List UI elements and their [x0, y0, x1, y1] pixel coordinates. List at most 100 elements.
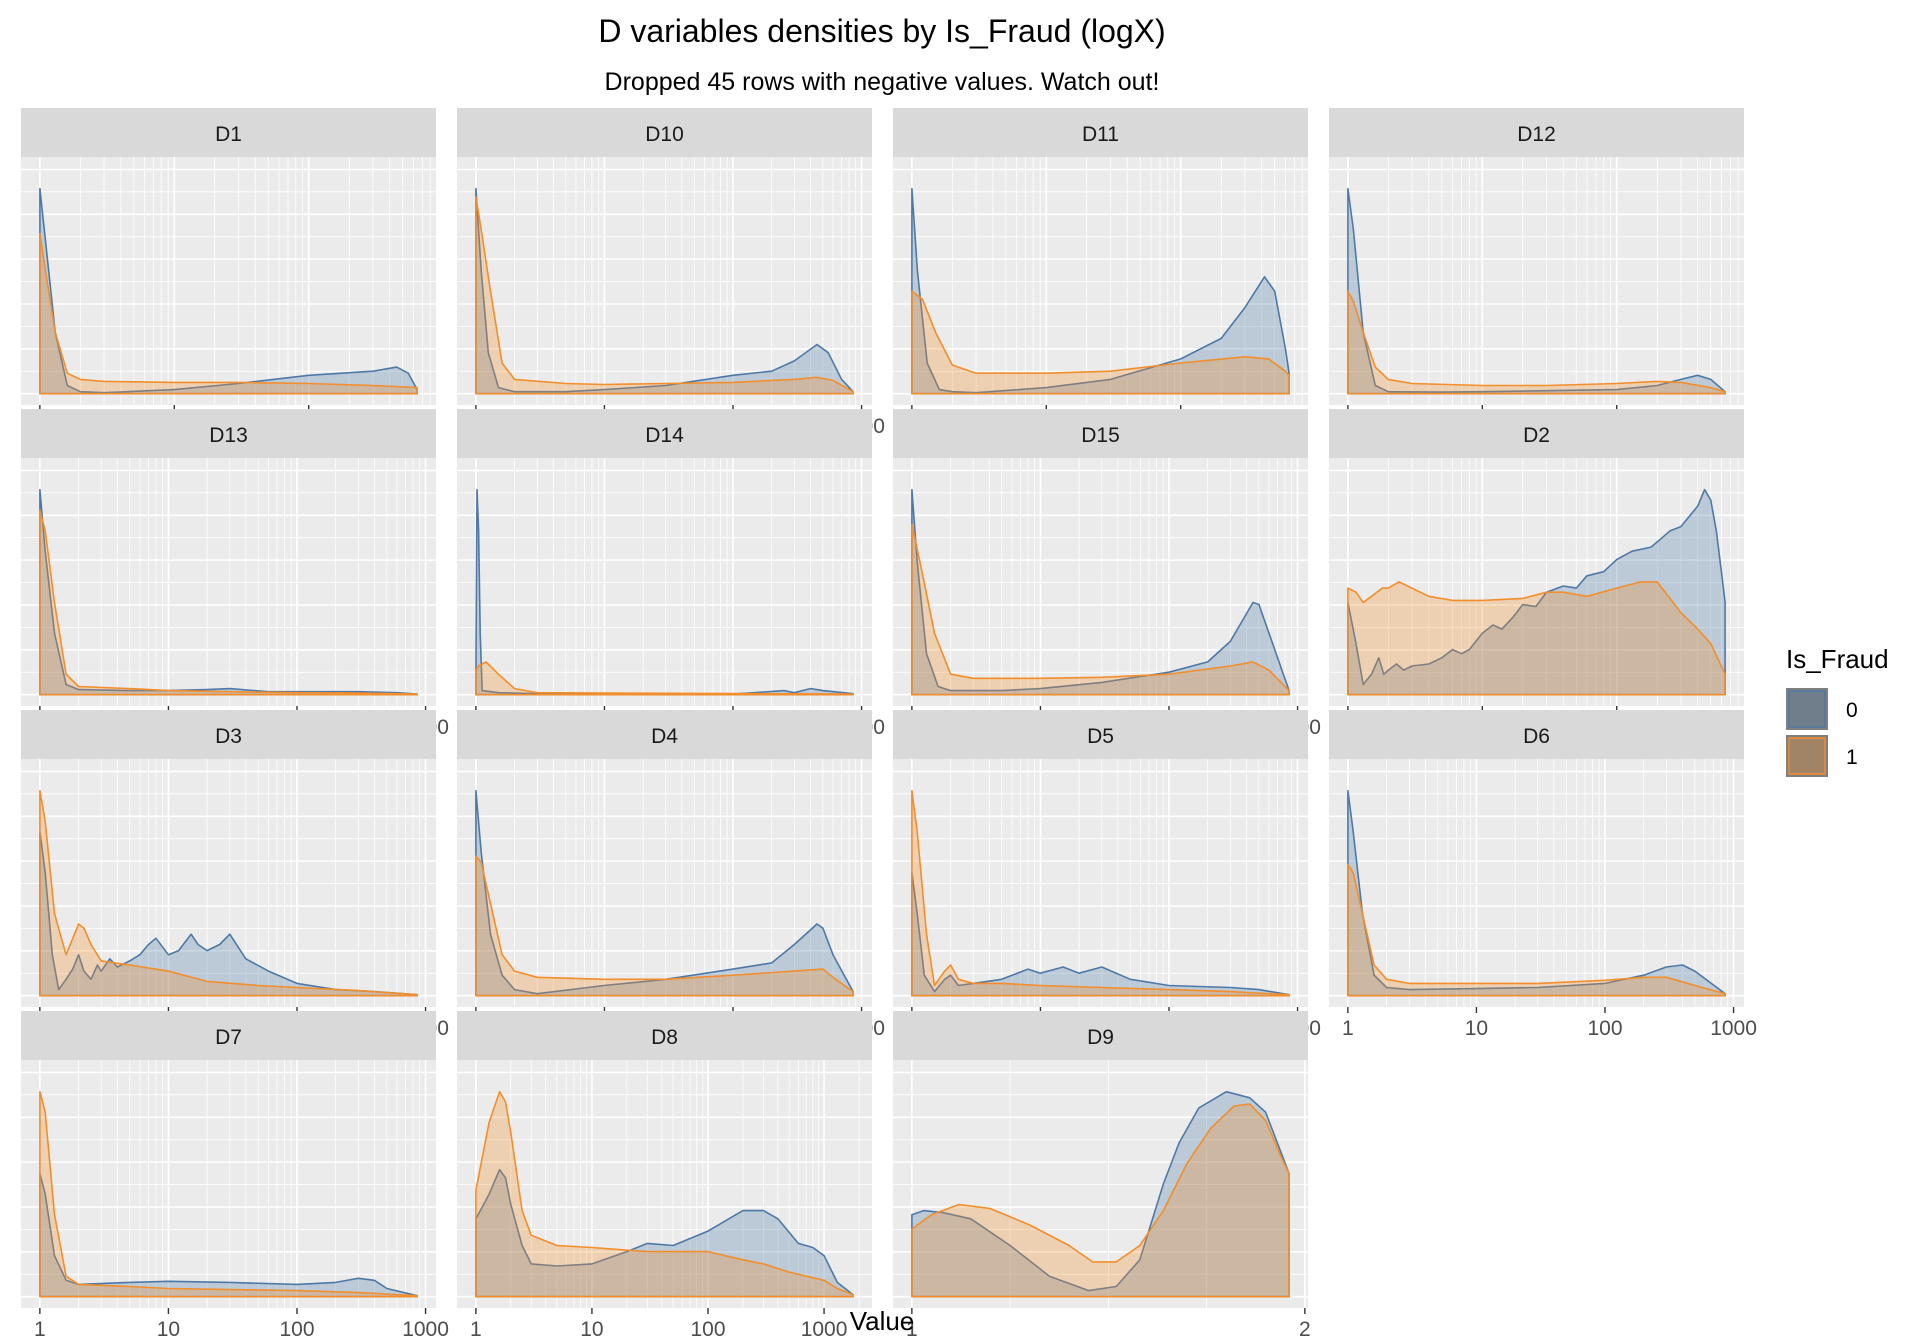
strip-label-d7: D7 — [215, 1026, 242, 1049]
strip-d1 — [21, 108, 436, 157]
panel-d15: D151101001000 — [893, 409, 1321, 739]
density-d4-fraud-1 — [475, 855, 854, 997]
strip-d14 — [457, 409, 872, 458]
panel-d5: D51101001000 — [893, 710, 1321, 1040]
x-tick-label-d8: 100 — [690, 1318, 725, 1341]
grid-d2 — [1329, 458, 1744, 706]
panel-d8: D8 1 10 100 1000 — [457, 1011, 872, 1341]
strip-d3 — [21, 710, 436, 759]
legend-title: Is_Fraud — [1786, 644, 1889, 674]
density-d3-fraud-1 — [39, 789, 418, 997]
panel-d2: D2110100 — [1329, 409, 1744, 739]
strip-d7 — [21, 1011, 436, 1060]
strip-label-d10: D10 — [645, 123, 684, 146]
legend-label-1: 1 — [1846, 746, 1858, 769]
strip-d4 — [457, 710, 872, 759]
density-d8-fraud-0 — [475, 1168, 854, 1298]
density-d3-fraud-0 — [39, 830, 418, 997]
strip-d6 — [1329, 710, 1744, 759]
plot-bg-d1 — [21, 157, 436, 405]
grid-d5 — [893, 759, 1308, 1007]
legend-key-1 — [1786, 735, 1828, 777]
density-d11-fraud-1 — [911, 290, 1290, 395]
strip-label-d13: D13 — [209, 424, 248, 447]
x-tick-label-d7: 1000 — [402, 1318, 449, 1341]
x-axis-label: Value — [850, 1306, 915, 1336]
grid-d15 — [893, 458, 1308, 706]
plot-bg-d13 — [21, 458, 436, 706]
strip-label-d6: D6 — [1523, 725, 1550, 748]
strip-d9 — [893, 1011, 1308, 1060]
plot-bg-d10 — [457, 157, 872, 405]
strip-label-d3: D3 — [215, 725, 242, 748]
panel-d13: D131101001000 — [21, 409, 449, 739]
legend-swatch-1 — [1788, 737, 1826, 775]
strip-d10 — [457, 108, 872, 157]
grid-d7 — [21, 1060, 436, 1308]
panel-d4: D41101001000 — [457, 710, 885, 1040]
chart-title: D variables densities by Is_Fraud (logX) — [598, 13, 1165, 49]
strip-d5 — [893, 710, 1308, 759]
x-tick-label-d6: 100 — [1587, 1017, 1622, 1040]
facet-panels: D1110100D101101001000D11110100D12110100D… — [21, 108, 1757, 1341]
density-d1-fraud-0 — [39, 187, 418, 395]
density-d15-fraud-1 — [911, 523, 1290, 696]
strip-label-d4: D4 — [651, 725, 678, 748]
plot-bg-d4 — [457, 759, 872, 1007]
panel-d3: D31101001000 — [21, 710, 449, 1040]
legend-swatch-0 — [1788, 690, 1826, 728]
panel-d9: D9 1 2 — [893, 1011, 1311, 1341]
legend-item-1: 1 — [1786, 735, 1858, 777]
density-d4-fraud-0 — [475, 789, 854, 997]
strip-d12 — [1329, 108, 1744, 157]
x-tick-label-d7: 10 — [157, 1318, 180, 1341]
density-d6-fraud-0 — [1347, 789, 1726, 997]
strip-d11 — [893, 108, 1308, 157]
density-d12-fraud-0 — [1347, 187, 1726, 395]
density-d10-fraud-0 — [475, 187, 854, 395]
plot-bg-d12 — [1329, 157, 1744, 405]
plot-bg-d9 — [893, 1060, 1308, 1308]
strip-label-d1: D1 — [215, 123, 242, 146]
density-d5-fraud-1 — [911, 789, 1290, 997]
density-d9-fraud-0 — [911, 1090, 1290, 1298]
panel-d14: D141101001000 — [457, 409, 885, 739]
grid-d1 — [21, 157, 436, 405]
grid-d14 — [457, 458, 872, 706]
density-d12-fraud-1 — [1347, 290, 1726, 395]
panel-d10: D101101001000 — [457, 108, 885, 438]
density-d5-fraud-0 — [911, 871, 1290, 997]
grid-d9 — [893, 1060, 1308, 1308]
strip-label-d12: D12 — [1517, 123, 1556, 146]
strip-label-d8: D8 — [651, 1026, 678, 1049]
plot-bg-d7 — [21, 1060, 436, 1308]
plot-bg-d5 — [893, 759, 1308, 1007]
density-d7-fraud-1 — [39, 1090, 418, 1298]
density-d8-fraud-1 — [475, 1090, 854, 1298]
density-d14-fraud-1 — [475, 661, 854, 696]
x-tick-label-d9: 2 — [1299, 1318, 1311, 1341]
x-tick-label-d8: 1 — [470, 1318, 482, 1341]
density-d2-fraud-1 — [1347, 581, 1726, 696]
panel-d1: D1110100 — [21, 108, 436, 438]
x-tick-label-d6: 1000 — [1710, 1017, 1757, 1040]
strip-label-d9: D9 — [1087, 1026, 1114, 1049]
density-d15-fraud-0 — [911, 488, 1290, 696]
plot-bg-d3 — [21, 759, 436, 1007]
density-d6-fraud-1 — [1347, 863, 1726, 997]
strip-label-d2: D2 — [1523, 424, 1550, 447]
strip-d2 — [1329, 409, 1744, 458]
legend-label-0: 0 — [1846, 699, 1858, 722]
strip-label-d15: D15 — [1081, 424, 1120, 447]
grid-d13 — [21, 458, 436, 706]
chart-subtitle: Dropped 45 rows with negative values. Wa… — [605, 68, 1160, 96]
density-d13-fraud-1 — [39, 509, 418, 696]
density-d2-fraud-0 — [1347, 488, 1726, 696]
strip-d15 — [893, 409, 1308, 458]
strip-d13 — [21, 409, 436, 458]
density-d1-fraud-1 — [39, 233, 418, 395]
x-tick-label-d6: 1 — [1342, 1017, 1354, 1040]
plot-bg-d14 — [457, 458, 872, 706]
strip-d8 — [457, 1011, 872, 1060]
